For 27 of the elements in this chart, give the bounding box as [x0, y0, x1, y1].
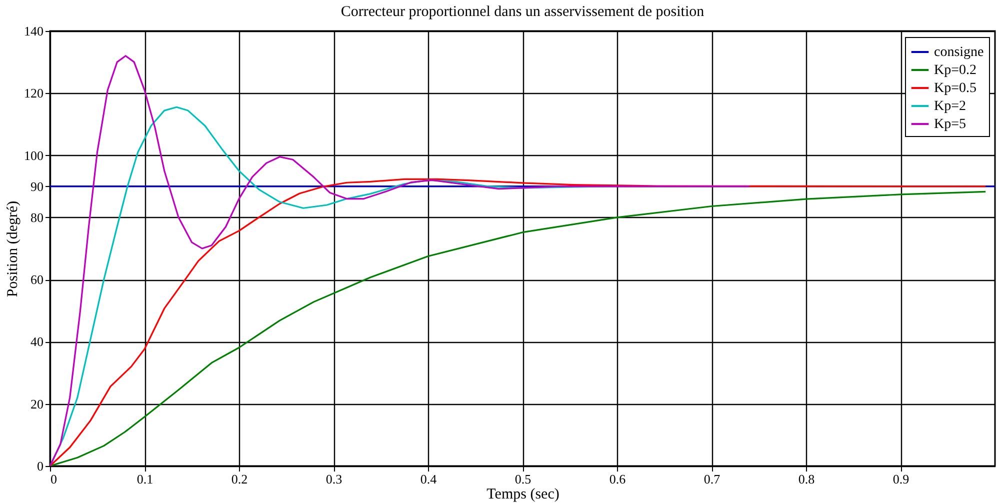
y-tick-label: 100: [24, 148, 44, 163]
chart-title: Correcteur proportionnel dans un asservissement de position: [340, 4, 705, 20]
x-tick-label: 0.6: [609, 472, 626, 486]
y-tick-label: 40: [30, 334, 44, 350]
legend-label: Kp=2: [934, 99, 966, 114]
x-tick-label: 0.9: [892, 472, 910, 486]
y-tick-label: 140: [24, 24, 44, 38]
y-tick-label: 0: [37, 458, 44, 474]
x-tick-label: 0.2: [231, 472, 248, 486]
legend-label: Kp=0.2: [934, 63, 977, 78]
y-axis-title: Position (degré): [5, 200, 21, 298]
y-tick-label: 80: [30, 210, 44, 225]
legend-label: Kp=5: [934, 117, 966, 132]
legend-label: consigne: [934, 45, 984, 60]
x-tick-label: 0.7: [704, 472, 721, 486]
y-tick-label: 90: [30, 178, 44, 194]
y-tick-label: 120: [24, 86, 44, 101]
y-tick-label: 20: [30, 396, 44, 412]
x-axis-title: Temps (sec): [486, 486, 560, 502]
x-tick-label: 0.4: [420, 472, 438, 486]
x-tick-label: 0.8: [798, 472, 815, 486]
x-tick-label: 0.1: [136, 472, 154, 486]
legend-label: Kp=0.5: [934, 81, 977, 96]
x-tick-label: 0: [50, 472, 57, 486]
x-tick-label: 0.5: [514, 472, 532, 486]
x-tick-label: 0.3: [326, 472, 342, 486]
y-tick-label: 60: [30, 272, 44, 288]
